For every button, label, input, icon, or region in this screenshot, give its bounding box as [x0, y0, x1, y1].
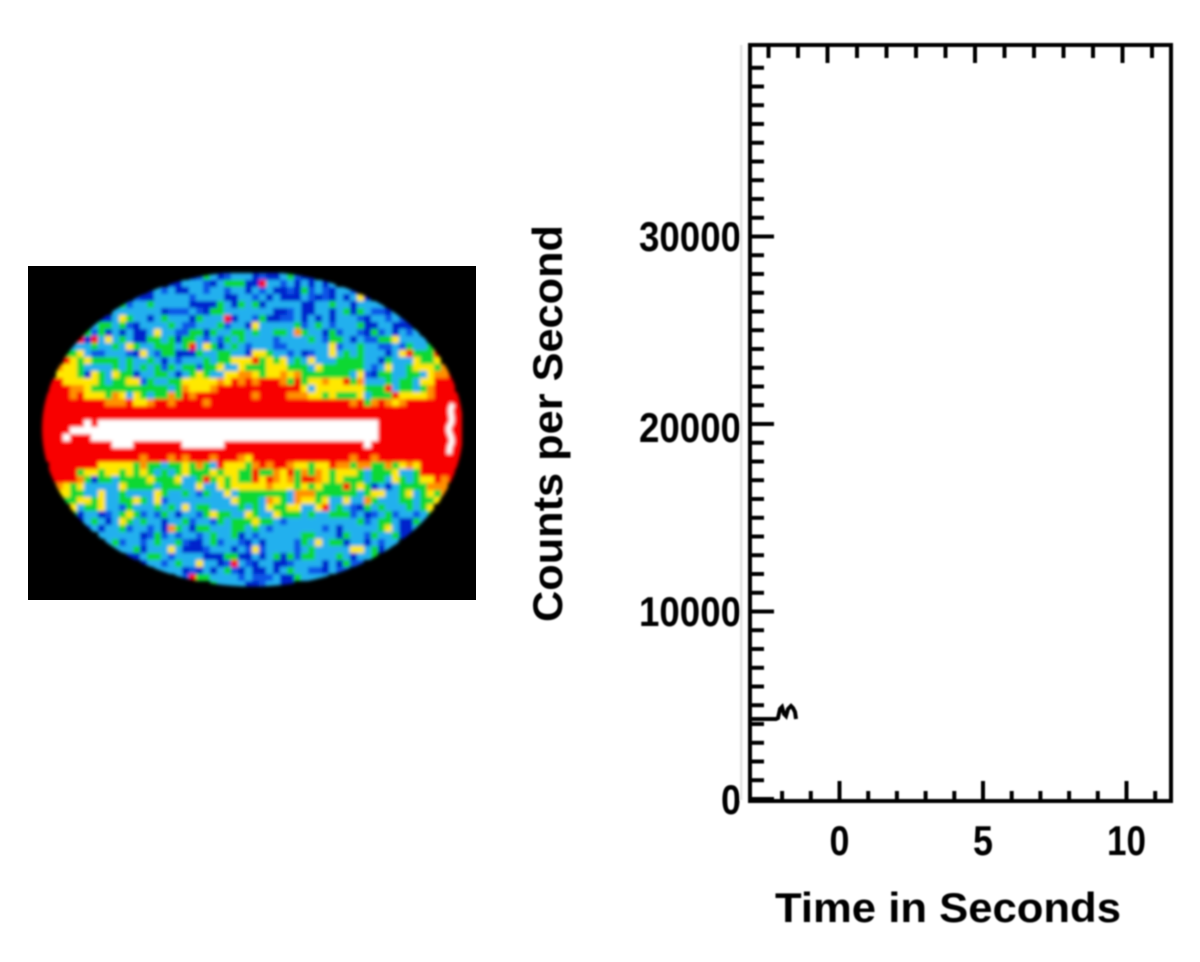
- svg-text:Counts per Second: Counts per Second: [524, 225, 571, 622]
- svg-text:Time in Seconds: Time in Seconds: [775, 884, 1121, 931]
- svg-text:20000: 20000: [639, 404, 741, 451]
- svg-text:30000: 30000: [639, 213, 741, 260]
- svg-text:10: 10: [1107, 817, 1146, 864]
- svg-text:0: 0: [830, 817, 850, 864]
- svg-text:10000: 10000: [639, 588, 741, 635]
- svg-text:5: 5: [973, 817, 993, 864]
- svg-text:0: 0: [721, 776, 741, 823]
